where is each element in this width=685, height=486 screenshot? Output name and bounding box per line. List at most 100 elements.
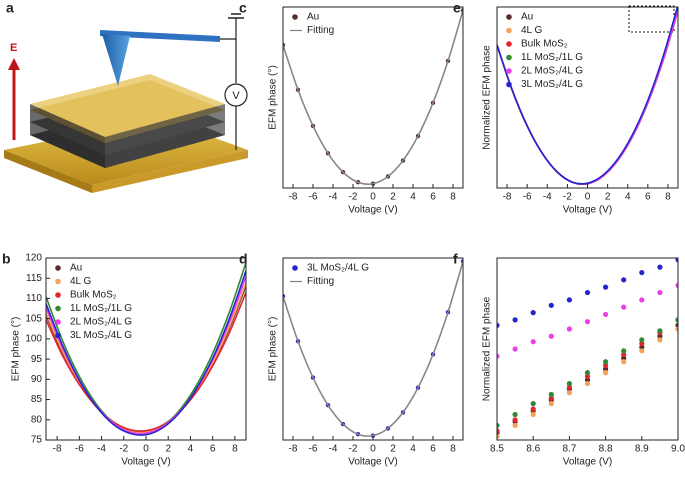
- data-point: [621, 359, 627, 365]
- x-tick-label: 6: [430, 192, 436, 203]
- x-tick-label: -2: [349, 444, 358, 455]
- x-tick-label: -4: [329, 444, 338, 455]
- panel-label: d: [239, 251, 248, 267]
- legend-swatch: [506, 27, 512, 34]
- panel-label: b: [2, 251, 11, 267]
- y-tick-label: 90: [31, 374, 43, 385]
- x-tick-label: -4: [329, 192, 338, 203]
- data-point: [657, 337, 663, 343]
- substrate-side: [4, 150, 92, 193]
- data-point: [566, 297, 573, 303]
- y-tick-label: 80: [31, 414, 43, 425]
- data-point: [584, 370, 591, 376]
- x-tick-label: 6: [430, 444, 436, 455]
- data-point: [497, 422, 500, 429]
- field-label: E: [10, 42, 17, 54]
- series-line: [283, 10, 463, 185]
- legend-swatch: [55, 332, 61, 339]
- x-tick-label: -8: [289, 192, 298, 203]
- x-tick-label: 8.6: [526, 444, 540, 455]
- x-axis-label: Voltage (V): [348, 205, 397, 216]
- plot-area: [283, 8, 463, 186]
- legend-label: 2L MoS₂/4L G: [70, 317, 132, 328]
- x-tick-label: 4: [410, 444, 416, 455]
- data-point: [639, 344, 645, 350]
- x-tick-label: 8.8: [599, 444, 613, 455]
- y-tick-label: 95: [31, 354, 43, 365]
- legend-swatch: [506, 14, 512, 20]
- legend-swatch: [292, 14, 298, 20]
- legend-label: 4L G: [521, 25, 543, 36]
- legend-label: 4L G: [70, 276, 92, 287]
- x-tick-label: -8: [503, 192, 512, 203]
- x-tick-label: 0: [370, 444, 376, 455]
- legend-swatch: [292, 265, 298, 271]
- plot-area: [46, 262, 246, 436]
- y-tick-label: 105: [25, 313, 42, 324]
- data-point: [497, 322, 500, 328]
- x-tick-label: -4: [97, 444, 106, 455]
- x-tick-label: -6: [75, 444, 84, 455]
- data-point: [548, 395, 554, 401]
- data-point: [584, 380, 591, 387]
- axes-frame: [45, 257, 247, 441]
- data-point: [512, 346, 518, 352]
- data-point: [512, 411, 518, 418]
- x-tick-label: 2: [605, 192, 611, 203]
- data-point: [512, 317, 518, 323]
- x-tick-label: -2: [563, 192, 572, 203]
- x-tick-label: 0: [585, 192, 591, 203]
- x-tick-label: 9.0: [671, 444, 685, 455]
- probe-tip: [102, 34, 130, 86]
- legend-label: Au: [307, 12, 319, 23]
- legend-label: 1L MoS₂/1L G: [70, 303, 132, 314]
- y-tick-label: 115: [26, 273, 42, 284]
- series-line: [497, 10, 678, 185]
- legend-label: Bulk MoS₂: [521, 39, 568, 50]
- panel-label: e: [453, 0, 461, 16]
- data-point: [566, 384, 573, 390]
- legend-swatch: [55, 278, 61, 285]
- data-point: [603, 362, 609, 368]
- data-point: [548, 391, 554, 398]
- legend-label: 3L MoS₂/4L G: [521, 79, 583, 90]
- data-point: [621, 277, 627, 283]
- data-point: [639, 340, 645, 347]
- legend-label: Au: [70, 263, 82, 274]
- axes-frame: [496, 6, 679, 189]
- data-point: [497, 353, 500, 359]
- data-point: [621, 351, 627, 358]
- data-point: [584, 373, 591, 379]
- series-line: [46, 270, 246, 436]
- panel-label: f: [453, 251, 458, 267]
- chart-panel: d -8 -6 -4 -2 0 2 4 6 8 Voltage (V) EFM phase (°) 3L…: [239, 251, 464, 468]
- legend-label: Bulk MoS₂: [70, 290, 117, 301]
- series-line: [497, 7, 678, 185]
- chart-panel: e -8 -6 -4 -2 0 2 4 6 8 Voltage (V) Normalized EFM …: [453, 0, 679, 216]
- data-point: [603, 284, 609, 290]
- series-line: [46, 292, 246, 432]
- x-axis-label: Voltage (V): [121, 457, 170, 468]
- panel-label: a: [6, 0, 14, 16]
- substrate-side: [92, 150, 248, 193]
- data-point: [548, 302, 554, 308]
- x-axis-label: Voltage (V): [563, 457, 612, 468]
- y-axis-label: Normalized EFM phase: [482, 45, 493, 150]
- x-tick-label: -6: [309, 444, 318, 455]
- data-point: [584, 377, 591, 383]
- x-tick-label: 6: [645, 192, 651, 203]
- x-tick-label: 8: [450, 444, 456, 455]
- y-axis-label: Normalized EFM phase: [482, 296, 493, 401]
- y-axis-label: EFM phase (°): [11, 317, 22, 382]
- stack-side: [105, 104, 225, 168]
- data-point: [675, 282, 678, 288]
- panel-label: c: [239, 0, 247, 16]
- legend-swatch: [506, 68, 512, 74]
- axes-frame: [282, 6, 464, 189]
- x-tick-label: 0: [370, 192, 376, 203]
- data-point: [497, 433, 500, 439]
- wire: [220, 18, 237, 40]
- legend-label: 3L MoS₂/4L G: [70, 330, 132, 341]
- x-tick-label: 4: [410, 192, 416, 203]
